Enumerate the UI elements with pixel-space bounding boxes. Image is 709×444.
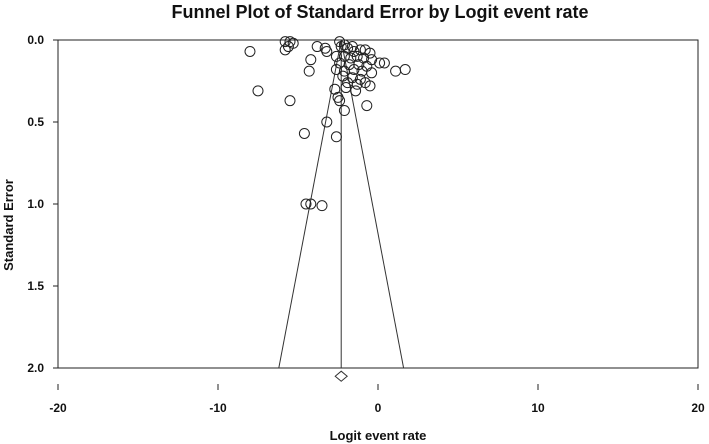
study-point [399,64,411,76]
study-point [338,105,350,117]
x-tick-label: -20 [49,401,67,415]
study-point [346,41,358,53]
study-point [340,82,352,94]
y-tick-label: 2.0 [27,361,44,375]
y-tick-label: 1.5 [27,279,44,293]
plot-area [57,39,699,369]
study-point [350,85,362,97]
study-point [334,95,346,107]
study-point [361,100,373,112]
chart-title: Funnel Plot of Standard Error by Logit e… [171,2,588,22]
study-point [244,45,256,57]
study-point [374,57,386,69]
summary-diamond-shape [334,370,348,382]
study-point [282,41,294,53]
study-point [305,198,317,210]
study-point [311,41,323,53]
study-point [330,64,342,76]
x-tick-label: 0 [375,401,382,415]
x-axis-label: Logit event rate [330,428,427,443]
study-point [300,198,312,210]
study-point [330,131,342,143]
y-axis-label: Standard Error [1,179,16,271]
study-point [303,65,315,77]
x-tick-label: 10 [531,401,545,415]
x-tick-label: 20 [691,401,705,415]
study-point [316,200,328,212]
study-point [351,78,363,90]
study-point [338,39,350,51]
x-tick-label: -10 [209,401,227,415]
y-tick-label: 1.0 [27,197,44,211]
funnel-left-line [278,39,342,369]
study-point [305,54,317,66]
funnel-right-line [340,39,405,369]
study-point [364,80,376,92]
study-point [321,45,333,57]
study-point [330,50,342,62]
axes: 0.0 0.5 1.0 1.5 2.0 -20 -10 0 10 20 [27,33,705,415]
y-tick-label: 0.0 [27,33,44,47]
study-point [351,50,363,62]
summary-diamond [334,370,348,382]
y-tick-label: 0.5 [27,115,44,129]
study-points [244,36,411,212]
funnel-lines [278,39,405,369]
study-point [348,64,360,76]
study-point [284,95,296,107]
study-point [378,57,390,69]
study-point [252,85,264,97]
study-point [345,52,357,64]
study-point [366,67,378,79]
study-point [298,127,310,139]
study-point [321,116,333,128]
study-point [279,44,291,56]
